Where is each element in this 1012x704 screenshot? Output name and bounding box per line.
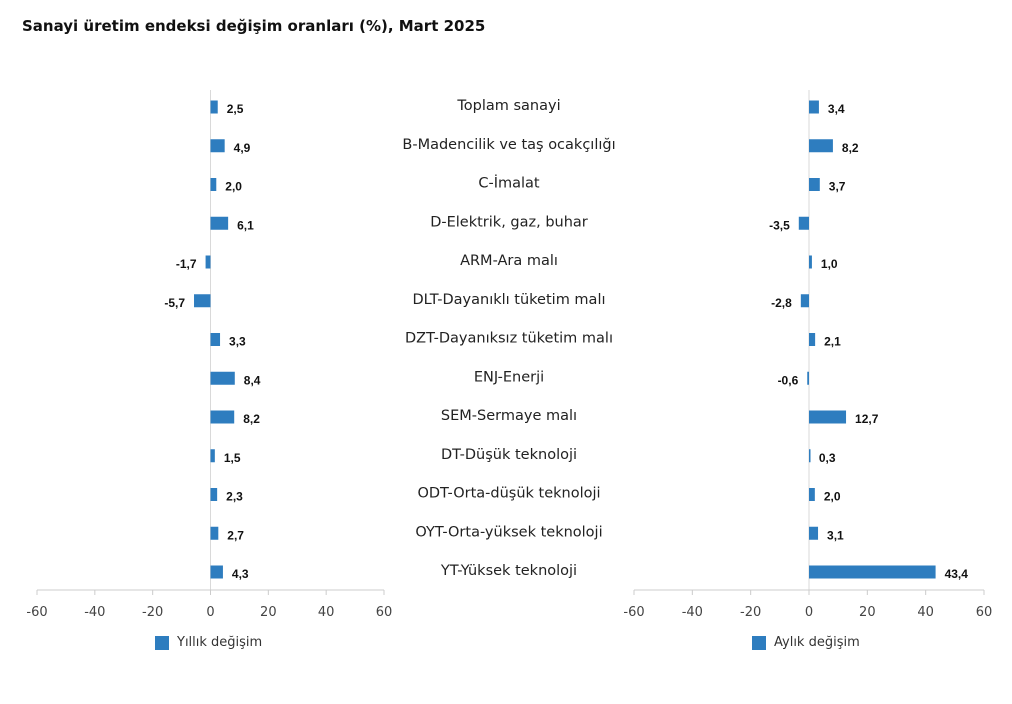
bar-annual: [210, 565, 223, 579]
bar-monthly: [809, 526, 819, 540]
bar-monthly: [809, 100, 819, 114]
x-tick-label-annual: -60: [26, 605, 47, 620]
bar-monthly: [809, 449, 811, 463]
bar-annual: [210, 178, 217, 191]
bar-annual: [205, 255, 211, 269]
x-tick-label-monthly: -20: [740, 605, 761, 620]
x-tick-label-monthly: 20: [859, 605, 876, 620]
x-tick-label-monthly: 0: [805, 605, 813, 620]
bar-annual: [210, 216, 229, 230]
bar-monthly: [809, 488, 815, 501]
data-label-annual: 2,0: [225, 180, 242, 194]
x-tick-label-monthly: 60: [976, 605, 993, 620]
bar-annual: [210, 488, 218, 501]
category-label: DT-Düşük teknoloji: [441, 447, 577, 463]
legend-label-monthly: Aylık değişim: [774, 635, 860, 650]
bar-annual: [210, 333, 221, 346]
data-label-annual: -1,7: [176, 257, 197, 271]
bar-monthly: [798, 216, 809, 230]
legend-left: Yıllık değişim: [155, 635, 262, 650]
x-tick-label-annual: -40: [84, 605, 105, 620]
bar-annual: [210, 449, 215, 463]
bar-annual: [210, 410, 235, 424]
x-tick-label-annual: 40: [318, 605, 335, 620]
data-label-annual: 3,3: [229, 335, 246, 349]
category-label: YT-Yüksek teknoloji: [440, 563, 577, 579]
legend-right: Aylık değişim: [752, 635, 860, 650]
data-label-monthly: -2,8: [771, 296, 792, 310]
data-label-annual: 2,7: [227, 528, 244, 542]
data-label-annual: 8,2: [243, 412, 260, 426]
data-label-monthly: 3,4: [828, 102, 845, 116]
legend-swatch-annual: [155, 635, 169, 650]
bar-annual: [210, 371, 235, 385]
category-label: DLT-Dayanıklı tüketim malı: [413, 292, 606, 308]
bar-monthly: [800, 294, 809, 308]
category-label: SEM-Sermaye malı: [441, 408, 577, 424]
data-label-annual: 2,5: [227, 102, 244, 116]
data-label-annual: 1,5: [224, 451, 241, 465]
bar-annual: [210, 139, 225, 153]
bar-monthly: [809, 139, 833, 153]
chart-title: Sanayi üretim endeksi değişim oranları (…: [22, 17, 486, 35]
category-label: OYT-Orta-yüksek teknoloji: [415, 524, 602, 540]
legend-swatch-monthly: [752, 635, 766, 650]
category-label: Toplam sanayi: [456, 98, 560, 114]
x-tick-label-monthly: -40: [682, 605, 703, 620]
data-label-annual: 8,4: [244, 373, 261, 387]
category-label: ENJ-Enerji: [474, 369, 544, 385]
x-tick-label-annual: -20: [142, 605, 163, 620]
data-label-annual: -5,7: [164, 296, 185, 310]
data-label-annual: 4,3: [232, 567, 249, 581]
data-label-annual: 2,3: [226, 490, 243, 504]
x-tick-label-monthly: 40: [917, 605, 934, 620]
bar-monthly: [807, 371, 809, 385]
category-label: C-İmalat: [478, 174, 540, 192]
bar-annual: [194, 294, 211, 308]
category-label: D-Elektrik, gaz, buhar: [430, 214, 588, 230]
data-label-monthly: -0,6: [778, 373, 799, 387]
data-label-monthly: -3,5: [769, 218, 790, 232]
data-label-monthly: 43,4: [945, 567, 969, 581]
bar-monthly: [809, 333, 816, 346]
data-label-monthly: 8,2: [842, 141, 859, 155]
category-label: ARM-Ara malı: [460, 253, 558, 269]
bar-monthly: [809, 255, 812, 269]
bar-annual: [210, 526, 219, 540]
x-tick-label-monthly: -60: [623, 605, 644, 620]
data-label-monthly: 3,7: [829, 180, 846, 194]
x-tick-label-annual: 60: [376, 605, 393, 620]
x-tick-label-annual: 20: [260, 605, 277, 620]
category-label: DZT-Dayanıksız tüketim malı: [405, 331, 613, 347]
bar-annual: [210, 100, 218, 114]
data-label-monthly: 1,0: [821, 257, 838, 271]
data-label-monthly: 2,1: [824, 335, 841, 349]
legend-label-annual: Yıllık değişim: [177, 635, 263, 650]
category-label: B-Madencilik ve taş ocakçılığı: [402, 137, 615, 153]
x-tick-label-annual: 0: [206, 605, 214, 620]
data-label-monthly: 3,1: [827, 528, 844, 542]
category-label: ODT-Orta-düşük teknoloji: [417, 486, 600, 502]
data-label-annual: 6,1: [237, 218, 254, 232]
data-label-monthly: 0,3: [819, 451, 836, 465]
data-label-monthly: 2,0: [824, 490, 841, 504]
bar-monthly: [809, 565, 936, 579]
bar-monthly: [809, 178, 820, 191]
bar-monthly: [809, 410, 847, 424]
data-label-monthly: 12,7: [855, 412, 879, 426]
data-label-annual: 4,9: [234, 141, 251, 155]
